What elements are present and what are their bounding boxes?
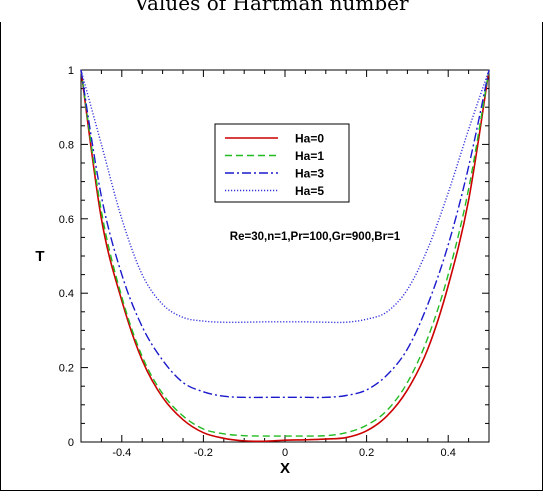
y-tick-label: 0.4: [59, 288, 74, 300]
x-tick-label: -0.2: [194, 447, 213, 459]
y-axis-label: T: [35, 248, 44, 265]
x-tick-label: 0.4: [441, 447, 456, 459]
x-axis-label: X: [280, 460, 290, 477]
y-tick-label: 0.6: [59, 214, 74, 226]
series-line-ha-3: [80, 69, 490, 399]
series-line-ha-1: [80, 69, 490, 437]
y-tick-label: 0: [68, 437, 74, 449]
legend-label: Ha=5: [295, 184, 324, 198]
legend: Ha=0 Ha=1 Ha=3 Ha=5: [214, 123, 350, 203]
y-tick-label: 0.8: [59, 139, 74, 151]
x-tick-label: 0: [282, 447, 288, 459]
parameter-annotation: Re=30,n=1,Pr=100,Gr=900,Br=1: [230, 231, 401, 243]
x-tick-label: -0.4: [112, 447, 131, 459]
series-lines: [80, 69, 490, 443]
x-axis: -0.4 -0.2 0 0.2 0.4: [80, 70, 490, 459]
figure-caption-text: Values of Hartman number: [134, 0, 409, 15]
legend-label: Ha=1: [295, 149, 324, 163]
y-tick-label: 0.2: [59, 363, 74, 375]
x-tick-label: 0.2: [359, 447, 374, 459]
legend-label: Ha=3: [295, 167, 324, 181]
figure-caption: Values of Hartman number: [0, 0, 543, 22]
y-axis: 0 0.2 0.4 0.6 0.8 1: [59, 65, 489, 449]
series-line-ha-0: [80, 69, 490, 443]
y-tick-label: 1: [68, 65, 74, 77]
legend-label: Ha=0: [295, 132, 324, 146]
legend-box: [214, 123, 350, 203]
